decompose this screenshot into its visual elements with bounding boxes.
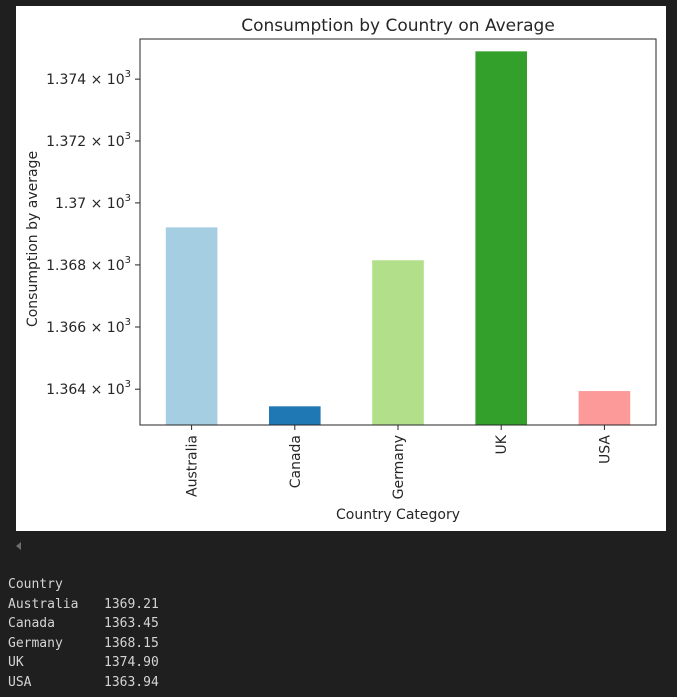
- x-tick-label: Australia: [185, 435, 201, 497]
- chart-title: Consumption by Country on Average: [241, 16, 555, 36]
- bars-layer: [165, 51, 631, 425]
- x-tick-label: Germany: [391, 435, 407, 499]
- y-tick-label: 1.37 × 103: [55, 193, 131, 212]
- console-row-country: Canada: [8, 616, 55, 632]
- y-tick-label: 1.364 × 103: [46, 379, 131, 398]
- x-axis-label: Country Category: [336, 507, 460, 523]
- console-row: Canada 1363.45: [8, 614, 668, 634]
- x-tick-label: UK: [494, 434, 510, 454]
- bar-chart: Consumption by Country on Average 1.364 …: [25, 16, 657, 523]
- y-axis-label: Consumption by average: [25, 151, 41, 327]
- x-tick-label: Canada: [288, 435, 304, 488]
- console-row: Australia 1369.21: [8, 595, 668, 615]
- x-tick-label: USA: [597, 435, 613, 464]
- y-tick-label: 1.372 × 103: [46, 131, 131, 150]
- console-output: Country Australia 1369.21 Canada 1363.45…: [8, 575, 668, 693]
- y-tick-label: 1.368 × 103: [46, 255, 131, 274]
- bar-australia: [165, 227, 218, 425]
- y-axis-ticks: 1.364 × 103 1.366 × 103 1.368 × 103 1.37 × …: [46, 69, 140, 398]
- bar-usa: [578, 391, 631, 425]
- console-row: UK 1374.90: [8, 653, 668, 673]
- console-row-country: Australia: [8, 596, 79, 612]
- y-tick-label: 1.374 × 103: [46, 69, 131, 88]
- console-row-value: 1374.90: [104, 655, 159, 671]
- console-row: Germany 1368.15: [8, 634, 668, 654]
- bar-germany: [372, 260, 424, 425]
- chart-figure: Consumption by Country on Average 1.364 …: [16, 6, 666, 531]
- x-axis-ticks: Australia Canada Germany UK USA: [185, 425, 613, 499]
- console-row-country: Germany: [8, 635, 63, 651]
- console-row-value: 1363.45: [104, 616, 159, 632]
- bar-uk: [475, 51, 527, 425]
- console-row-country: USA: [8, 674, 32, 690]
- console-row-value: 1369.21: [104, 596, 159, 612]
- console-row: USA 1363.94: [8, 673, 668, 693]
- scroll-left-arrow-icon[interactable]: [14, 540, 24, 552]
- console-row-value: 1368.15: [104, 635, 159, 651]
- y-tick-label: 1.366 × 103: [46, 317, 131, 336]
- console-row-value: 1363.94: [104, 674, 159, 690]
- bar-canada: [269, 406, 321, 425]
- console-row-country: UK: [8, 655, 24, 671]
- console-header: Country: [8, 577, 63, 592]
